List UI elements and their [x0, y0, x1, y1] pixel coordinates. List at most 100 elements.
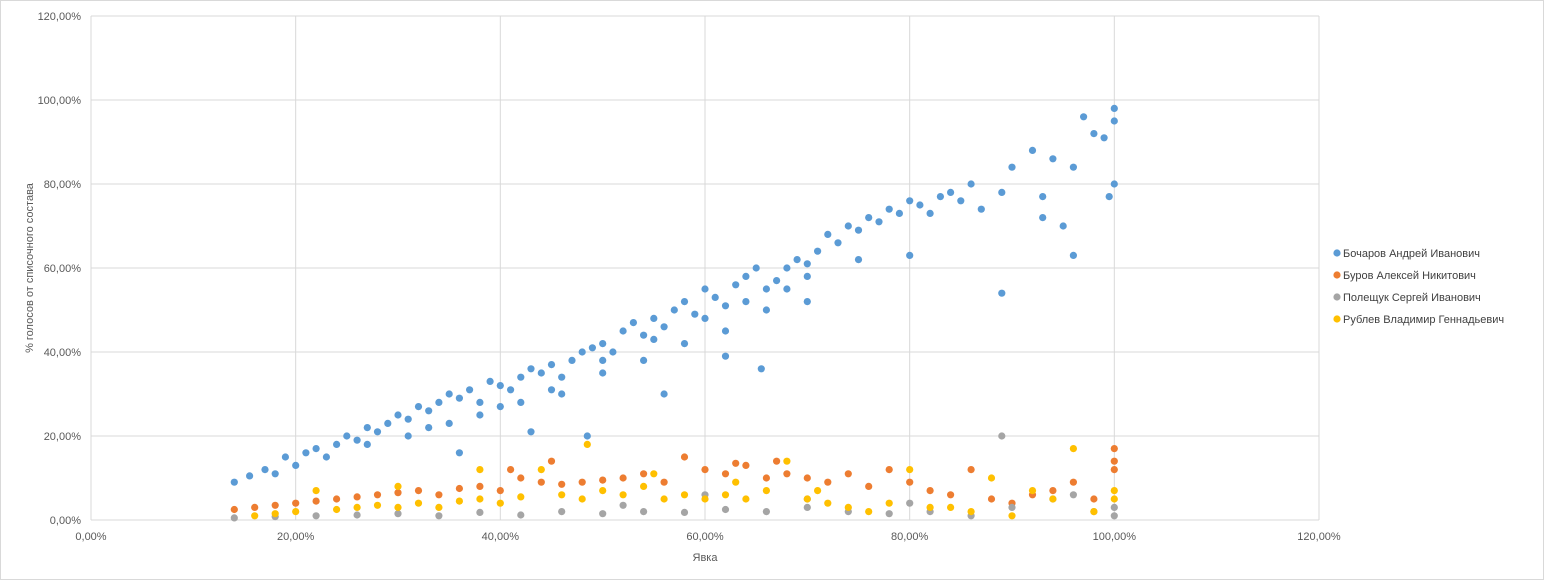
legend-entry: Полещук Сергей Иванович — [1343, 292, 1481, 304]
data-point-series-4 — [414, 499, 423, 507]
data-point-series-1 — [414, 403, 423, 411]
data-point-series-1 — [537, 369, 545, 377]
data-point-series-1 — [742, 298, 750, 306]
data-point-series-1 — [783, 285, 791, 293]
data-point-series-1 — [394, 411, 402, 419]
data-point-series-4 — [394, 503, 402, 511]
data-point-series-1 — [998, 289, 1006, 297]
data-point-series-2 — [496, 487, 504, 495]
data-point-series-3 — [803, 503, 811, 511]
data-point-series-1 — [609, 348, 617, 356]
data-point-series-1 — [650, 335, 658, 343]
data-point-series-1 — [1049, 155, 1057, 163]
y-tick-label: 40,00% — [44, 347, 82, 359]
data-point-series-4 — [394, 482, 402, 490]
data-point-series-4 — [824, 499, 832, 507]
legend-marker — [1333, 249, 1341, 257]
data-point-series-2 — [537, 478, 545, 486]
data-point-series-4 — [1028, 487, 1037, 495]
data-point-series-3 — [1008, 503, 1016, 511]
data-point-series-1 — [322, 453, 330, 461]
data-point-series-4 — [373, 501, 382, 509]
data-point-series-1 — [404, 415, 412, 423]
data-point-series-4 — [578, 495, 586, 503]
data-point-series-3 — [312, 512, 320, 520]
data-point-series-3 — [680, 508, 689, 516]
data-point-series-2 — [1069, 478, 1077, 486]
data-point-series-1 — [445, 419, 453, 427]
data-point-series-1 — [455, 449, 463, 457]
data-point-series-2 — [844, 470, 852, 478]
data-point-series-2 — [885, 466, 893, 474]
data-point-series-2 — [271, 501, 279, 509]
data-point-series-1 — [947, 188, 955, 196]
data-point-series-1 — [906, 197, 914, 205]
data-point-series-1 — [384, 419, 392, 427]
data-point-series-4 — [558, 491, 566, 499]
data-point-series-1 — [373, 428, 382, 436]
data-point-series-1 — [517, 398, 525, 406]
data-point-series-2 — [926, 487, 934, 495]
x-tick-label: 20,00% — [277, 531, 315, 543]
data-point-series-1 — [547, 361, 556, 369]
data-point-series-4 — [803, 495, 811, 503]
data-point-series-4 — [435, 503, 443, 511]
y-tick-label: 80,00% — [44, 179, 82, 191]
data-point-series-1 — [1110, 104, 1118, 112]
data-point-series-1 — [333, 440, 341, 448]
data-point-series-1 — [844, 222, 852, 230]
legend-marker — [1333, 315, 1341, 323]
data-point-series-2 — [680, 453, 689, 461]
data-point-series-2 — [906, 478, 914, 486]
data-point-series-1 — [507, 386, 515, 394]
data-point-series-1 — [1028, 146, 1037, 154]
data-point-series-1 — [762, 306, 771, 314]
data-point-series-4 — [650, 470, 658, 478]
data-point-series-1 — [312, 445, 320, 453]
data-point-series-1 — [619, 327, 627, 335]
data-point-series-2 — [599, 476, 607, 484]
data-point-series-4 — [680, 491, 689, 499]
data-point-series-1 — [281, 453, 289, 461]
data-point-series-3 — [640, 508, 648, 516]
data-point-series-1 — [895, 209, 904, 217]
data-point-series-1 — [1059, 222, 1067, 230]
data-point-series-1 — [578, 348, 586, 356]
data-point-series-4 — [1069, 445, 1077, 453]
data-point-series-1 — [445, 390, 453, 398]
legend-marker — [1333, 271, 1341, 279]
data-point-series-1 — [680, 340, 689, 348]
data-point-series-1 — [1008, 163, 1016, 171]
y-tick-label: 20,00% — [44, 431, 82, 443]
data-point-series-2 — [312, 497, 320, 505]
data-point-series-1 — [701, 285, 709, 293]
data-point-series-2 — [762, 474, 771, 482]
data-point-series-1 — [670, 306, 678, 314]
data-point-series-1 — [875, 218, 883, 226]
data-point-series-1 — [1105, 193, 1113, 201]
data-point-series-1 — [558, 390, 566, 398]
data-point-series-2 — [333, 495, 341, 503]
data-point-series-2 — [742, 461, 750, 469]
data-point-series-1 — [486, 377, 494, 385]
y-axis-title: % голосов от списочного состава — [24, 182, 36, 353]
data-point-series-2 — [987, 495, 996, 503]
data-point-series-3 — [353, 511, 361, 519]
data-point-series-4 — [292, 508, 300, 516]
data-point-series-2 — [251, 503, 259, 511]
data-point-series-1 — [834, 239, 842, 247]
data-point-series-4 — [660, 495, 668, 503]
data-point-series-4 — [353, 503, 361, 511]
x-axis-title: Явка — [693, 552, 719, 564]
data-point-series-3 — [619, 501, 627, 509]
data-point-series-1 — [629, 319, 638, 327]
data-point-series-1 — [1069, 251, 1077, 259]
data-point-series-1 — [271, 470, 279, 478]
data-point-series-4 — [732, 478, 740, 486]
data-point-series-1 — [640, 331, 648, 339]
data-point-series-1 — [916, 201, 924, 209]
data-point-series-1 — [824, 230, 832, 238]
data-point-series-1 — [363, 424, 371, 432]
